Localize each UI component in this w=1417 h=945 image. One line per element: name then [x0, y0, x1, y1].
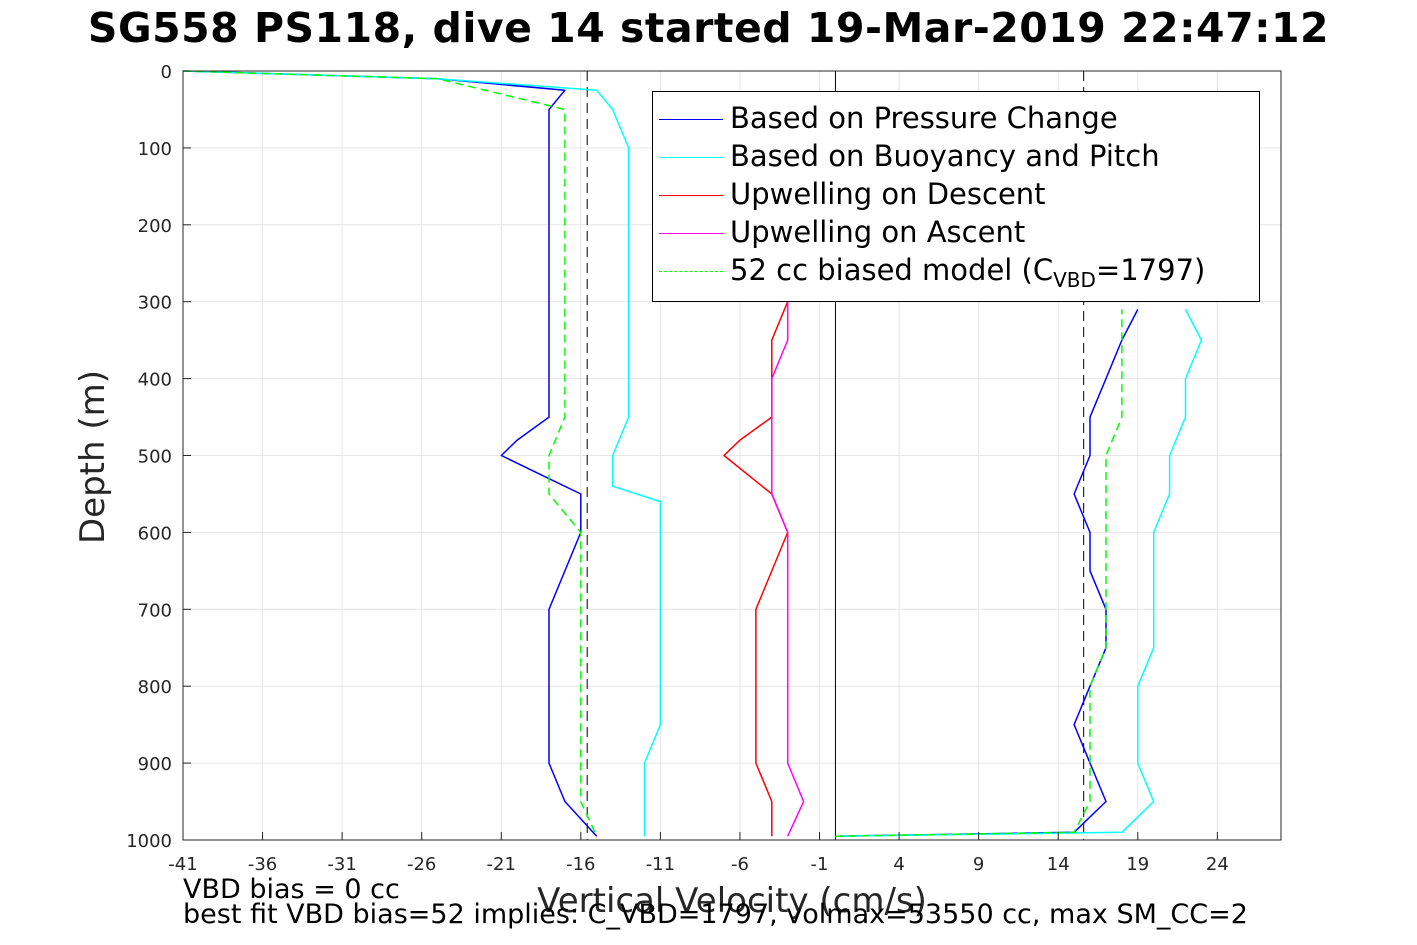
legend-item-pressure-change: Based on Pressure Change [653, 97, 1259, 135]
legend-swatch-buoyancy-pitch [659, 157, 723, 158]
legend-swatch-biased-model [659, 271, 723, 272]
legend-label-upwelling-descent: Upwelling on Descent [730, 177, 1046, 211]
legend-label-pressure-change: Based on Pressure Change [730, 101, 1118, 135]
y-axis-label: Depth (m) [73, 370, 113, 544]
legend-swatch-upwelling-ascent [659, 233, 723, 234]
footer-best-fit: best fit VBD bias=52 implies: C_VBD=1797… [183, 899, 1248, 930]
y-tick-label: 300 [138, 293, 172, 314]
x-tick-label: -31 [327, 854, 356, 875]
series-4-line-ascent [835, 309, 1123, 837]
legend-swatch-pressure-change [659, 119, 723, 120]
chart-title: SG558 PS118, dive 14 started 19-Mar-2019… [87, 4, 1330, 52]
y-tick-label: 100 [138, 139, 172, 160]
legend-label-biased-model-sub: VBD [1053, 267, 1096, 292]
legend: Based on Pressure Change Based on Buoyan… [652, 91, 1260, 302]
x-tick-label: -11 [646, 854, 675, 875]
legend-swatch-upwelling-descent [659, 195, 723, 196]
y-tick-label: 600 [138, 523, 172, 544]
legend-label-buoyancy-pitch: Based on Buoyancy and Pitch [730, 139, 1160, 173]
legend-label-upwelling-ascent: Upwelling on Ascent [730, 215, 1026, 249]
legend-item-biased-model: 52 cc biased model (CVBD=1797) [653, 249, 1259, 292]
x-tick-label: -16 [566, 854, 595, 875]
series-0-line-ascent [835, 309, 1139, 837]
y-tick-label: 200 [138, 216, 172, 237]
y-tick-label: 500 [138, 447, 172, 468]
x-tick-label: 9 [973, 854, 984, 875]
x-tick-label: -26 [407, 854, 436, 875]
y-tick-label: 800 [138, 677, 172, 698]
legend-item-upwelling-ascent: Upwelling on Ascent [653, 211, 1259, 249]
x-tick-label: -6 [731, 854, 749, 875]
x-tick-label: -36 [248, 854, 277, 875]
y-tick-label: 400 [138, 370, 172, 391]
x-tick-label: 19 [1126, 854, 1149, 875]
series-4-line-descent [182, 70, 598, 837]
x-tick-label: 14 [1047, 854, 1070, 875]
x-tick-label: 4 [893, 854, 904, 875]
series-1-line-descent [182, 70, 662, 837]
series-layer [182, 70, 1203, 837]
tick-labels: -41 -36 -31 -26 -21 -16 -11 -6 -1 4 9 14 19 24 0 100 200… [126, 62, 1229, 875]
x-tick-label: -21 [487, 854, 516, 875]
legend-item-buoyancy-pitch: Based on Buoyancy and Pitch [653, 135, 1259, 173]
y-tick-label: 700 [138, 600, 172, 621]
x-tick-label: -1 [811, 854, 829, 875]
series-3-line [771, 301, 805, 837]
legend-label-biased-model: 52 cc biased model (CVBD=1797) [730, 253, 1205, 292]
y-tick-label: 900 [138, 754, 172, 775]
x-tick-label: 24 [1206, 854, 1229, 875]
legend-item-upwelling-descent: Upwelling on Descent [653, 173, 1259, 211]
series-0-line-descent [182, 70, 598, 837]
footer-vbd-bias: VBD bias = 0 cc [183, 874, 400, 905]
y-tick-label: 1000 [126, 831, 172, 852]
y-tick-label: 0 [161, 62, 172, 83]
x-tick-label: -41 [168, 854, 197, 875]
legend-label-biased-model-suffix: =1797) [1095, 253, 1206, 287]
series-1-line-ascent [835, 309, 1203, 837]
series-2-line [723, 301, 789, 837]
x-axis-label: Vertical Velocity (cm/s) [537, 881, 927, 921]
legend-label-biased-model-main: 52 cc biased model (C [730, 253, 1054, 287]
